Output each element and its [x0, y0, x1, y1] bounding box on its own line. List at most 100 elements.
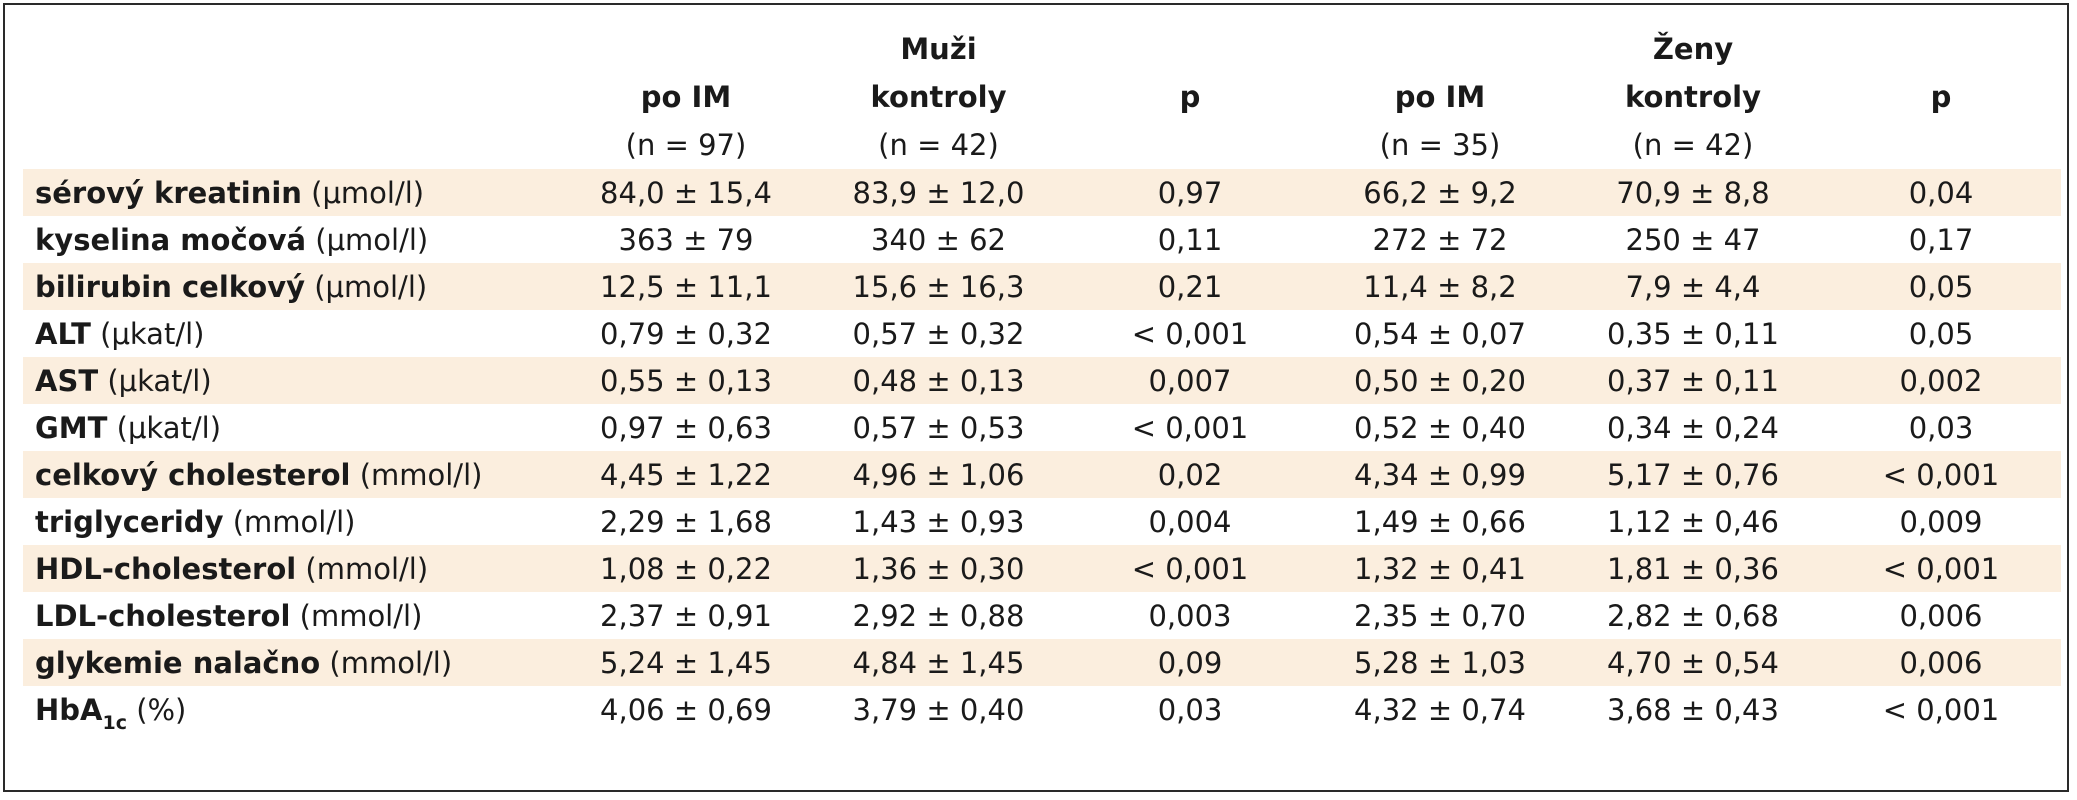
col-header-men-im: po IM [640, 80, 732, 114]
row-label: AST (μkat/l) [23, 357, 560, 404]
table-cell: 83,9 ± 12,0 [812, 169, 1065, 216]
table-cell: 0,17 [1908, 222, 1974, 257]
col-header-men-p: p [1179, 80, 1201, 114]
parameter-unit: (mmol/l) [305, 551, 429, 586]
parameter-unit: (μkat/l) [116, 410, 222, 445]
table-body: sérový kreatinin (μmol/l) 84,0 ± 15,4 83,9… [23, 169, 2061, 734]
table-cell: 0,003 [1148, 598, 1232, 633]
parameter-name: glykemie nalačno [35, 645, 321, 680]
table-cell: 3,79 ± 0,40 [852, 692, 1025, 727]
table-cell: 0,09 [1065, 639, 1315, 686]
parameter-name: HbA [35, 692, 103, 727]
table-cell: 2,35 ± 0,70 [1354, 598, 1526, 633]
table-cell: 1,81 ± 0,36 [1565, 545, 1821, 592]
table-cell: 2,92 ± 0,88 [852, 598, 1025, 633]
table-cell: 1,12 ± 0,46 [1607, 504, 1779, 539]
group-header-men: Muži [900, 32, 977, 66]
table-row: AST (μkat/l) 0,55 ± 0,13 0,48 ± 0,13 0,007 0… [23, 357, 2061, 404]
row-label: glykemie nalačno (mmol/l) [23, 639, 560, 686]
table-cell: 1,43 ± 0,93 [852, 504, 1025, 539]
table-header: Muži Ženy po IM kontroly p po IM kontrol… [23, 23, 2061, 169]
table-cell: 7,9 ± 4,4 [1565, 263, 1821, 310]
table-cell: 11,4 ± 8,2 [1315, 263, 1565, 310]
table-row: kyselina močová (μmol/l) 363 ± 79 340 ± 62… [23, 216, 2061, 263]
col-header-women-im: po IM [1394, 80, 1486, 114]
table-cell: 4,84 ± 1,45 [812, 639, 1065, 686]
table-cell: < 0,001 [1882, 692, 2000, 727]
table-cell: 4,70 ± 0,54 [1565, 639, 1821, 686]
row-label: HDL-cholesterol (mmol/l) [23, 545, 560, 592]
table-cell: < 0,001 [1065, 545, 1315, 592]
table-cell: 15,6 ± 16,3 [812, 263, 1065, 310]
table-cell: < 0,001 [1131, 316, 1249, 351]
row-label: ALT (μkat/l) [23, 310, 560, 357]
col-n-women-controls: (n = 42) [1632, 128, 1754, 162]
parameter-unit: (%) [136, 692, 187, 727]
table-cell: 0,34 ± 0,24 [1607, 410, 1779, 445]
table-cell: 0,02 [1065, 451, 1315, 498]
table-cell: 0,54 ± 0,07 [1354, 316, 1526, 351]
table-cell: 272 ± 72 [1372, 222, 1508, 257]
table-cell: 0,05 [1821, 263, 2061, 310]
table-row: triglyceridy (mmol/l) 2,29 ± 1,68 1,43 ± 0… [23, 498, 2061, 545]
table-cell: 84,0 ± 15,4 [560, 169, 812, 216]
table-cell: 340 ± 62 [871, 222, 1006, 257]
table-cell: 4,45 ± 1,22 [560, 451, 812, 498]
table-row: LDL-cholesterol (mmol/l) 2,37 ± 0,91 2,92 … [23, 592, 2061, 639]
parameter-unit: (μmol/l) [311, 175, 425, 210]
table-row: HbA1c (%) 4,06 ± 0,69 3,79 ± 0,40 0,03 4,32 … [23, 686, 2061, 734]
parameter-unit: (mmol/l) [232, 504, 356, 539]
table-cell: 0,009 [1899, 504, 1983, 539]
parameter-name: bilirubin celkový [35, 269, 306, 304]
parameter-name: kyselina močová [35, 222, 307, 257]
parameter-unit: (μmol/l) [315, 222, 429, 257]
table-cell: 0,21 [1065, 263, 1315, 310]
parameter-name: celkový cholesterol [35, 457, 351, 492]
col-n-men-controls: (n = 42) [878, 128, 999, 162]
table-row: glykemie nalačno (mmol/l) 5,24 ± 1,45 4,84… [23, 639, 2061, 686]
table-cell: 5,17 ± 0,76 [1565, 451, 1821, 498]
row-label: sérový kreatinin (μmol/l) [23, 169, 560, 216]
table-cell: 4,96 ± 1,06 [812, 451, 1065, 498]
table-cell: < 0,001 [1821, 451, 2061, 498]
table-cell: < 0,001 [1821, 545, 2061, 592]
table-cell: 0,57 ± 0,53 [852, 410, 1025, 445]
table-cell: 0,50 ± 0,20 [1315, 357, 1565, 404]
table-cell: 5,24 ± 1,45 [560, 639, 812, 686]
table-frame: Muži Ženy po IM kontroly p po IM kontrol… [3, 3, 2069, 792]
col-n-women-im: (n = 35) [1379, 128, 1501, 162]
table-cell: 4,34 ± 0,99 [1315, 451, 1565, 498]
row-label: bilirubin celkový (μmol/l) [23, 263, 560, 310]
table-cell: 0,79 ± 0,32 [600, 316, 772, 351]
table-cell: 3,68 ± 0,43 [1607, 692, 1779, 727]
table-row: ALT (μkat/l) 0,79 ± 0,32 0,57 ± 0,32 < 0,00… [23, 310, 2061, 357]
parameter-unit: (μkat/l) [107, 363, 212, 398]
table-cell: 1,08 ± 0,22 [560, 545, 812, 592]
parameter-unit: (μmol/l) [314, 269, 428, 304]
table-cell: 70,9 ± 8,8 [1565, 169, 1821, 216]
table-cell: 0,55 ± 0,13 [560, 357, 812, 404]
table-cell: 66,2 ± 9,2 [1315, 169, 1565, 216]
table-cell: 0,03 [1908, 410, 1974, 445]
parameter-name: LDL-cholesterol [35, 598, 291, 633]
table-cell: 2,37 ± 0,91 [600, 598, 772, 633]
parameter-name: HDL-cholesterol [35, 551, 297, 586]
table-cell: 250 ± 47 [1625, 222, 1761, 257]
table-cell: 0,002 [1821, 357, 2061, 404]
lab-values-table: Muži Ženy po IM kontroly p po IM kontrol… [23, 23, 2061, 734]
table-cell: 1,36 ± 0,30 [812, 545, 1065, 592]
table-cell: 5,28 ± 1,03 [1315, 639, 1565, 686]
col-n-men-im: (n = 97) [625, 128, 747, 162]
parameter-name: ALT [35, 316, 91, 351]
table-cell: 0,007 [1065, 357, 1315, 404]
table-cell: < 0,001 [1131, 410, 1249, 445]
table-cell: 0,35 ± 0,11 [1607, 316, 1779, 351]
parameter-name: AST [35, 363, 99, 398]
table-cell: 4,06 ± 0,69 [600, 692, 772, 727]
table-cell: 4,32 ± 0,74 [1354, 692, 1526, 727]
parameter-name: GMT [35, 410, 108, 445]
table-cell: 0,006 [1821, 639, 2061, 686]
table-row: HDL-cholesterol (mmol/l) 1,08 ± 0,22 1,36 … [23, 545, 2061, 592]
table-cell: 2,29 ± 1,68 [600, 504, 772, 539]
table-cell: 363 ± 79 [618, 222, 754, 257]
